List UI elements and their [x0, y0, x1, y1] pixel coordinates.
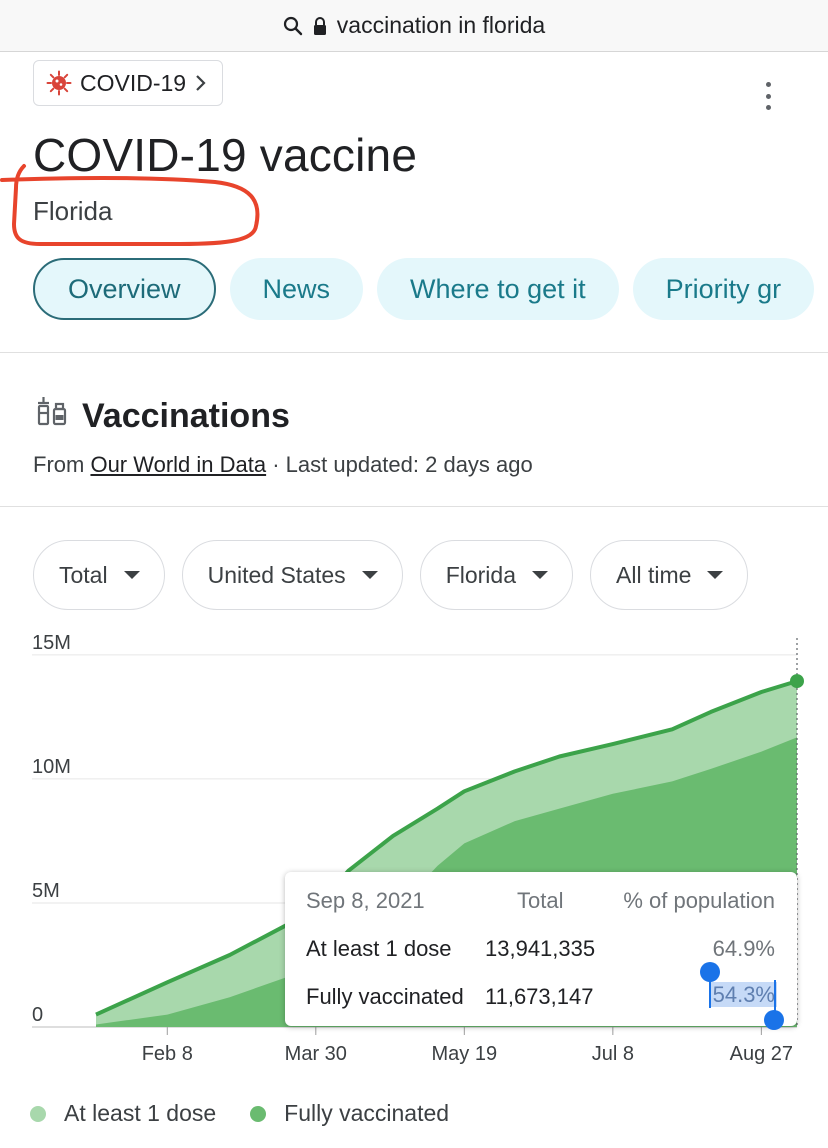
y-tick-label: 10M [32, 756, 71, 778]
red-annotation-circle [0, 164, 260, 246]
filter-bar: Total United States Florida All time [33, 540, 749, 610]
tooltip-row-total: 11,673,147 [485, 984, 594, 1009]
y-tick-label: 5M [32, 880, 60, 902]
legend-label: At least 1 dose [64, 1100, 217, 1126]
selection-end-handle[interactable] [764, 1010, 784, 1030]
section-title: Vaccinations [82, 397, 290, 435]
lock-icon [313, 16, 326, 35]
selected-text: 54.3% [710, 982, 777, 1007]
source-prefix: From [33, 452, 85, 477]
tab-news[interactable]: News [229, 258, 364, 320]
selection-handle-bar [774, 980, 776, 1014]
tooltip-col-pct: % of population [623, 888, 775, 913]
chart-tooltip: Sep 8, 2021 Total % of population At lea… [285, 872, 797, 1030]
source-link[interactable]: Our World in Data [90, 452, 267, 477]
caret-down-icon [123, 571, 140, 579]
address-text: vaccination in florida [336, 12, 546, 38]
tab-where-to-get-it[interactable]: Where to get it [377, 258, 619, 320]
more-options-icon[interactable] [756, 82, 780, 110]
data-point [790, 674, 804, 689]
address-bar[interactable]: vaccination in florida [0, 0, 828, 52]
last-updated: · Last updated: 2 days ago [272, 452, 533, 477]
selection-start-handle[interactable] [700, 962, 720, 982]
filter-country-dropdown[interactable]: United States [181, 540, 403, 610]
y-tick-label: 0 [32, 1004, 43, 1026]
filter-label: All time [616, 561, 692, 588]
filter-label: Total [59, 561, 108, 588]
legend-item[interactable]: At least 1 dose [30, 1100, 216, 1127]
tooltip-row-pct-selected[interactable]: 54.3% [710, 982, 777, 1008]
tooltip-col-total: Total [517, 888, 564, 913]
x-tick-label: Aug 27 [730, 1043, 793, 1065]
divider [0, 506, 828, 507]
chart-legend: At least 1 dose Fully vaccinated [30, 1100, 483, 1127]
tab-priority-groups[interactable]: Priority gr [632, 258, 815, 320]
legend-item[interactable]: Fully vaccinated [250, 1100, 449, 1127]
series-line [95, 679, 798, 1017]
tab-bar: Overview News Where to get it Priority g… [33, 258, 815, 320]
caret-down-icon [707, 571, 724, 579]
x-tick-label: Mar 30 [285, 1043, 347, 1065]
filter-label: Florida [445, 561, 516, 588]
vaccine-vials-icon [37, 397, 67, 426]
data-source-line: From Our World in Data · Last updated: 2… [33, 452, 533, 478]
divider [0, 352, 828, 353]
tooltip-row-label: At least 1 dose [306, 936, 452, 961]
tab-overview[interactable]: Overview [33, 258, 216, 320]
filter-time-range-dropdown[interactable]: All time [590, 540, 749, 610]
x-tick-label: Feb 8 [142, 1043, 193, 1065]
tooltip-row-total: 13,941,335 [485, 936, 596, 961]
chevron-right-icon [196, 75, 206, 91]
caret-down-icon [361, 571, 378, 579]
tooltip-row-label: Fully vaccinated [306, 984, 464, 1009]
x-tick-label: Jul 8 [592, 1043, 634, 1065]
legend-label: Fully vaccinated [284, 1100, 450, 1126]
selection-handle-bar [709, 974, 711, 1008]
legend-swatch [30, 1105, 46, 1122]
tooltip-date: Sep 8, 2021 [306, 888, 425, 913]
covid-chip-label: COVID-19 [80, 69, 187, 96]
legend-swatch [250, 1105, 267, 1122]
caret-down-icon [532, 571, 548, 579]
filter-metric-dropdown[interactable]: Total [33, 540, 165, 610]
search-icon [283, 16, 302, 35]
tooltip-row-pct: 64.9% [712, 936, 775, 961]
filter-state-dropdown[interactable]: Florida [419, 540, 573, 610]
virus-icon [46, 70, 72, 96]
filter-label: United States [207, 561, 346, 588]
page-title: COVID-19 vaccine [33, 129, 418, 181]
y-tick-label: 15M [32, 632, 71, 654]
location-subtitle: Florida [33, 196, 113, 226]
x-tick-label: May 19 [432, 1043, 498, 1065]
covid-topic-chip[interactable]: COVID-19 [33, 60, 224, 106]
